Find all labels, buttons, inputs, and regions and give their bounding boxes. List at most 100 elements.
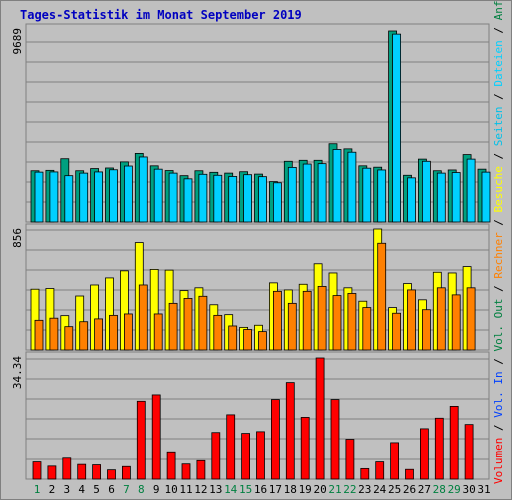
day-label: 14: [224, 483, 238, 496]
day-label: 21: [328, 483, 341, 496]
bar-volumen: [270, 399, 280, 480]
bar-dateien: [213, 174, 223, 223]
day-label: 18: [284, 483, 297, 496]
bar-dateien: [138, 156, 148, 223]
day-label: 19: [299, 483, 312, 496]
bar-volumen: [330, 399, 340, 480]
bar-rechner: [287, 302, 297, 351]
bar-rechner: [64, 326, 74, 351]
bar-dateien: [421, 160, 431, 223]
day-label: 27: [418, 483, 431, 496]
bar-volumen: [434, 417, 444, 480]
bar-rechner: [332, 295, 342, 351]
day-label: 2: [49, 483, 56, 496]
legend-entry: Seiten: [492, 106, 505, 146]
bar-rechner: [243, 329, 253, 351]
bar-rechner: [436, 287, 446, 351]
bar-rechner: [466, 287, 476, 351]
chart-title: Tages-Statistik im Monat September 2019: [20, 8, 302, 22]
bar-volumen: [315, 357, 325, 480]
bar-rechner: [347, 293, 357, 351]
bar-dateien: [109, 169, 118, 223]
bar-volumen: [77, 463, 87, 480]
bar-volumen: [464, 424, 474, 480]
max-value-label: 34.34: [11, 356, 24, 389]
bar-volumen: [419, 428, 429, 480]
bar-dateien: [451, 172, 461, 223]
legend-entry: Anfragen: [492, 0, 505, 20]
bar-dateien: [302, 163, 312, 223]
bar-rechner: [109, 314, 118, 351]
bar-rechner: [451, 294, 461, 351]
legend-entry: Dateien: [492, 40, 505, 86]
requests-panel: 9689: [11, 23, 491, 223]
bar-rechner: [49, 317, 59, 351]
bar-volumen: [360, 467, 370, 480]
day-label: 10: [164, 483, 177, 496]
bar-volumen: [122, 465, 131, 480]
bar-dateien: [317, 163, 327, 223]
bar-rechner: [302, 290, 312, 351]
legend-entry: /: [492, 279, 505, 299]
bar-volumen: [166, 451, 176, 480]
bar-volumen: [241, 433, 251, 480]
bar-rechner: [272, 290, 282, 351]
legend-entry: /: [492, 87, 505, 107]
bar-dateien: [153, 168, 163, 223]
bar-volumen: [256, 431, 265, 480]
day-label: 6: [108, 483, 115, 496]
day-label: 17: [269, 483, 282, 496]
max-value-label: 9689: [11, 28, 24, 55]
bar-dateien: [258, 176, 267, 223]
bar-dateien: [377, 169, 387, 223]
bar-rechner: [213, 314, 223, 351]
bar-rechner: [183, 298, 193, 351]
bar-dateien: [347, 151, 357, 223]
bar-volumen: [405, 468, 414, 480]
bar-volumen: [390, 442, 400, 480]
bar-dateien: [436, 172, 446, 223]
day-label: 8: [138, 483, 145, 496]
bar-dateien: [466, 158, 476, 223]
legend-entry: /: [492, 212, 505, 232]
bar-rechner: [392, 312, 402, 351]
bar-rechner: [258, 331, 267, 351]
day-label: 7: [123, 483, 130, 496]
bar-rechner: [168, 302, 178, 351]
bar-dateien: [198, 173, 208, 223]
legend-entry: Vol. In: [492, 371, 505, 417]
day-label: 20: [313, 483, 326, 496]
bar-rechner: [124, 313, 133, 351]
bar-rechner: [153, 313, 163, 351]
bar-volumen: [449, 405, 459, 480]
bar-dateien: [49, 171, 59, 223]
bar-dateien: [392, 33, 402, 223]
right-legend: Volumen / Vol. In / Vol. Out / Rechner /…: [492, 0, 505, 484]
bar-dateien: [228, 176, 238, 223]
bar-rechner: [362, 307, 372, 351]
legend-entry: Rechner: [492, 232, 505, 279]
bar-volumen: [136, 400, 146, 480]
bar-volumen: [47, 465, 57, 480]
bar-rechner: [317, 285, 327, 351]
volume-panel: 34.34: [11, 351, 490, 480]
bar-volumen: [226, 414, 236, 480]
bar-dateien: [407, 177, 416, 223]
day-label: 9: [153, 483, 160, 496]
bar-rechner: [407, 289, 416, 351]
legend-entry: /: [492, 352, 505, 372]
day-label: 15: [239, 483, 252, 496]
bar-dateien: [34, 171, 44, 223]
bar-dateien: [332, 149, 342, 223]
bar-rechner: [198, 295, 208, 351]
day-label: 24: [373, 483, 387, 496]
bar-dateien: [168, 172, 178, 223]
bar-dateien: [243, 174, 253, 223]
bar-rechner: [94, 318, 103, 351]
day-label: 30: [462, 483, 475, 496]
day-label: 11: [179, 483, 192, 496]
bar-dateien: [94, 171, 103, 223]
legend-entry: Vol. Out: [492, 299, 505, 352]
visits-panel: 856: [11, 223, 490, 351]
